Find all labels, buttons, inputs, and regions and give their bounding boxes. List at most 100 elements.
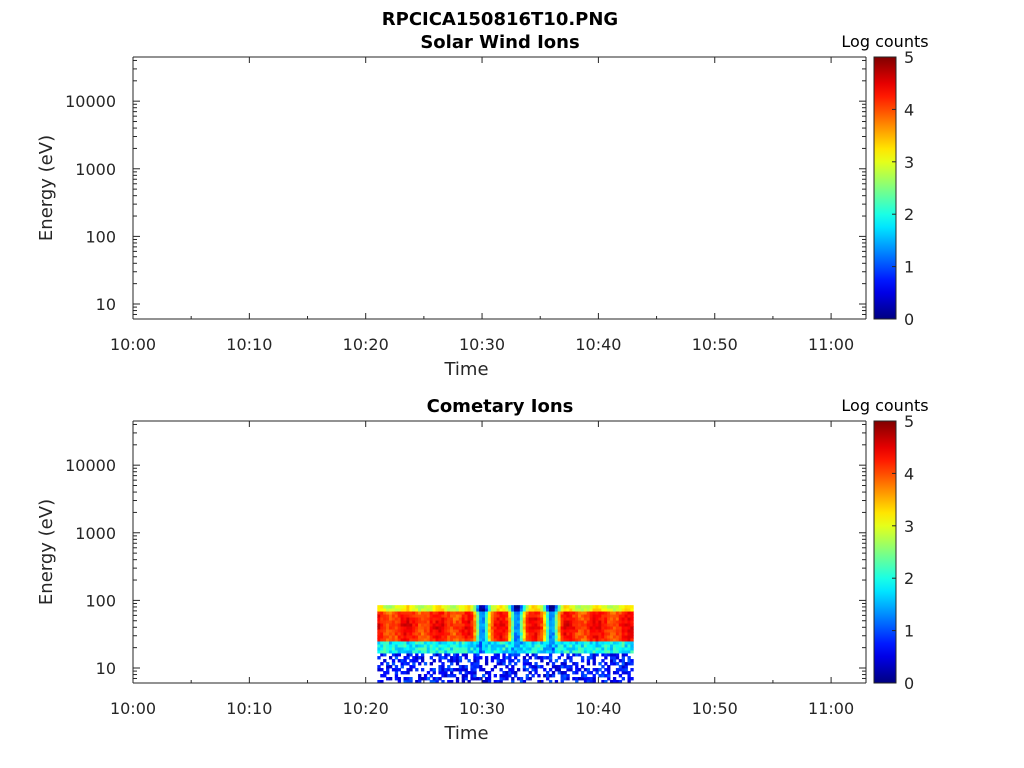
spectrogram-cell [420,632,425,636]
spectrogram-cell [615,605,620,609]
spectrogram-cell [630,614,634,618]
spectrogram-cell [534,617,538,621]
spectrogram-cell [403,608,407,612]
spectrogram-cell [377,647,381,651]
spectrogram-cell [560,626,564,630]
spectrogram-cell [391,617,396,621]
spectrogram-cell [490,611,495,615]
spectrogram-cell [630,647,634,651]
spectrogram-cell [592,632,596,636]
spectrogram-cell [563,605,567,609]
spectrogram-cell [420,623,425,627]
spectrogram-cell [444,617,448,621]
spectrogram-cell [595,653,599,657]
spectrogram-cell [493,623,497,627]
spectrogram-cell [531,668,535,672]
spectrogram-cell [598,620,602,624]
spectrogram-cell [508,674,512,678]
spectrogram-cell [493,641,497,645]
spectrogram-cell [394,623,399,627]
spectrogram-cell [380,614,384,618]
spectrogram-cell [470,638,474,642]
spectrogram-cell [415,614,419,618]
spectrogram-cell [479,620,483,624]
spectrogram-cell [624,662,628,666]
spectrogram-cell [444,623,448,627]
spectrogram-cell [476,617,480,621]
spectrogram-cell [461,650,465,654]
spectrogram-cell [496,638,500,642]
spectrogram-cell [560,635,564,639]
spectrogram-cell [473,635,477,639]
spectrogram-cell [429,626,433,630]
spectrogram-cell [412,644,416,648]
spectrogram-cell [546,674,550,678]
spectrogram-cell [566,644,570,648]
spectrogram-cell [403,623,407,627]
spectrogram-cell [540,650,544,654]
spectrogram-cell [482,635,486,639]
colorbar-tick-label: 2 [904,205,914,224]
y-tick-label: 10000 [65,456,116,475]
spectrogram-cell [534,635,538,639]
spectrogram-cell [423,650,428,654]
spectrogram-cell [595,635,599,639]
spectrogram-cell [610,638,614,642]
spectrogram-cell [499,611,503,615]
spectrogram-cell [415,668,419,672]
spectrogram-cell [514,647,518,651]
spectrogram-cell [412,608,416,612]
spectrogram-cell [409,629,413,633]
spectrogram-cell [528,620,532,624]
spectrogram-cell [557,617,561,621]
spectrogram-cell [566,611,570,615]
spectrogram-cell [426,614,431,618]
spectrogram-cell [400,647,404,651]
spectrogram-cell [548,617,553,621]
spectrogram-cell [476,605,480,609]
spectrogram-cell [484,632,489,636]
spectrogram-cell [534,620,538,624]
spectrogram-cell [580,608,585,612]
spectrogram-cell [580,665,585,669]
spectrogram-cell [522,647,527,651]
spectrogram-cell [601,659,605,663]
spectrogram-cell [441,671,445,675]
spectrogram-cell [493,644,497,648]
spectrogram-cell [423,614,428,618]
spectrogram-cell [444,656,448,660]
spectrogram-cell [508,662,512,666]
spectrogram-cell [508,653,512,657]
spectrogram-cell [426,617,431,621]
spectrogram-cell [409,641,413,645]
spectrogram-cell [386,668,390,672]
spectrogram-cell [627,611,631,615]
spectrogram-cell [452,629,457,633]
spectrogram-cell [618,626,623,630]
spectrogram-cell [476,620,480,624]
spectrogram-cell [621,668,625,672]
spectrogram-cell [476,635,480,639]
spectrogram-cell [595,629,599,633]
spectrogram-cell [551,674,556,678]
spectrogram-cell [604,617,608,621]
spectrogram-cell [461,608,465,612]
spectrogram-cell [601,611,605,615]
spectrogram-cell [450,671,454,675]
spectrogram-cell [482,668,486,672]
spectrogram-cell [508,623,512,627]
spectrogram-cell [482,641,486,645]
spectrogram-cell [388,617,393,621]
spectrogram-cell [418,620,422,624]
spectrogram-cell [496,662,500,666]
spectrogram-cell [397,677,401,681]
spectrogram-cell [583,614,588,618]
spectrogram-cell [519,623,524,627]
spectrogram-cell [461,647,465,651]
spectrogram-cell [464,674,468,678]
spectrogram-cell [624,644,628,648]
spectrogram-cell [394,668,399,672]
spectrogram-cell [470,626,474,630]
spectrogram-cell [610,653,614,657]
spectrogram-cell [415,635,419,639]
